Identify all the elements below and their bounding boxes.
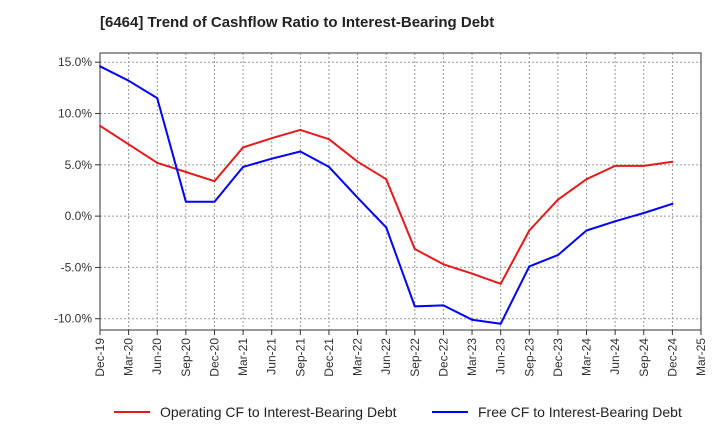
data-point [328,138,330,141]
x-tick-label: Jun-24 [608,338,622,375]
data-point [556,198,559,201]
data-point [328,165,330,168]
data-point [642,164,645,167]
data-point [299,128,302,131]
x-axis: Dec-19 Mar-20 Jun-20 Sep-20 Dec-20 Mar-21 Jun-… [93,330,708,377]
data-point [671,160,674,163]
y-tick-label: -10.0% [54,312,92,326]
chart-title: [6464] Trend of Cashflow Ratio to Intere… [100,14,495,31]
data-point [99,65,101,68]
y-tick-label: 5.0% [65,158,93,172]
x-tick-label: Jun-22 [379,338,393,375]
legend-item-operating-cf: Operating CF to Interest-Bearing Debt [114,404,397,420]
x-tick-label: Sep-24 [637,338,651,377]
data-point [499,282,502,285]
data-point [528,265,531,268]
data-point [471,318,473,321]
data-point [385,178,388,181]
x-tick-label: Sep-21 [293,338,307,377]
data-point [585,178,588,181]
x-tick-label: Dec-23 [551,338,565,377]
data-point [156,161,159,164]
x-tick-label: Mar-22 [351,338,365,376]
data-point [499,322,502,325]
data-point [556,254,559,257]
x-tick-label: Mar-25 [694,338,708,376]
data-point [471,272,473,275]
data-point [614,164,617,167]
data-point [442,304,445,307]
series [99,65,674,325]
data-point [356,196,359,199]
data-point [385,226,388,229]
x-tick-label: Dec-19 [93,338,107,377]
x-tick-label: Jun-21 [265,338,279,375]
data-point [671,202,674,205]
data-point [614,220,617,223]
x-tick-label: Dec-24 [665,338,679,377]
x-tick-label: Mar-23 [465,338,479,376]
x-tick-label: Jun-23 [494,338,508,375]
y-tick-label: -5.0% [61,260,93,274]
x-tick-label: Sep-23 [522,338,536,377]
legend-label-operating-cf: Operating CF to Interest-Bearing Debt [160,404,397,420]
x-tick-label: Jun-20 [150,338,164,375]
grid [99,53,702,330]
x-tick-label: Mar-24 [580,338,594,376]
x-tick-label: Dec-22 [436,338,450,377]
data-point [213,180,216,183]
legend-label-free-cf: Free CF to Interest-Bearing Debt [478,404,682,420]
x-tick-label: Sep-22 [408,338,422,377]
data-point [442,263,445,266]
data-point [99,124,101,127]
data-point [127,79,130,82]
data-point [356,160,359,163]
legend-swatch-operating-cf [114,411,150,413]
data-point [127,143,130,146]
data-point [642,212,645,214]
plot-frame [99,52,702,331]
data-point [156,97,159,100]
y-tick-label: 0.0% [65,209,93,223]
x-tick-label: Dec-20 [207,338,221,377]
data-point [213,200,216,203]
data-point [413,248,416,250]
data-point [184,171,187,173]
data-point [299,150,302,153]
data-point [242,165,245,168]
legend-swatch-free-cf [432,411,468,413]
x-tick-label: Mar-21 [236,338,250,376]
x-tick-label: Sep-20 [179,338,193,377]
data-point [270,137,273,140]
data-point [413,305,416,308]
x-tick-label: Mar-20 [122,338,136,376]
data-point [528,229,531,232]
y-tick-label: 10.0% [58,107,92,121]
y-tick-label: 15.0% [58,55,92,69]
data-point [242,146,245,149]
y-axis: 15.0% 10.0% 5.0% 0.0% -5.0% -10.0% [54,55,100,326]
data-point [270,157,273,160]
legend-item-free-cf: Free CF to Interest-Bearing Debt [432,404,682,420]
data-point [184,200,187,203]
data-point [585,229,588,232]
x-tick-label: Dec-21 [322,338,336,377]
